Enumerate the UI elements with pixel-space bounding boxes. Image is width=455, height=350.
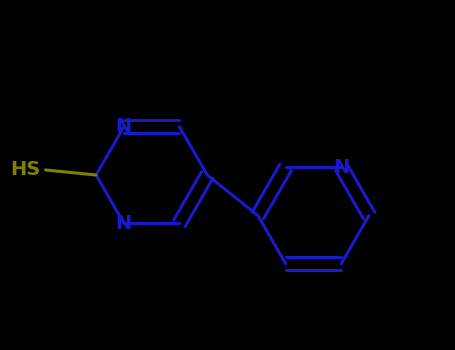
- Text: N: N: [116, 117, 132, 136]
- Text: N: N: [116, 214, 132, 233]
- Text: HS: HS: [10, 160, 40, 180]
- Text: N: N: [333, 158, 349, 177]
